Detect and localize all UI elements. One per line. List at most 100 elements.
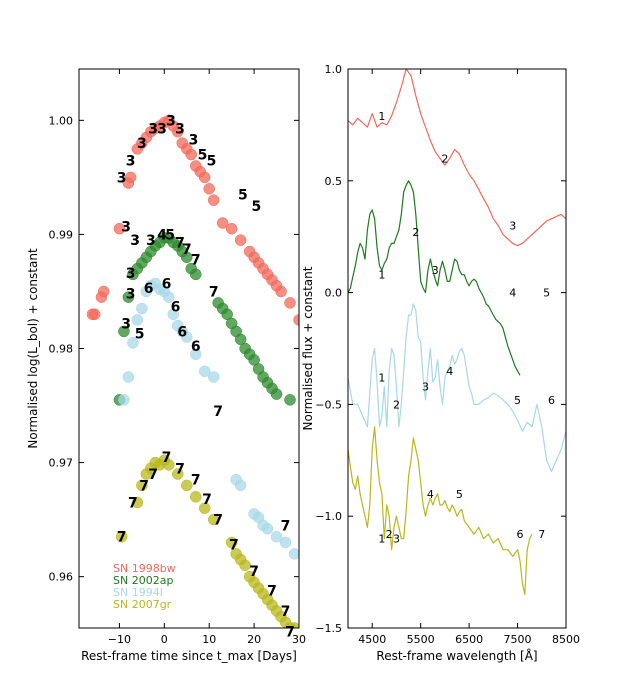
light-curve-ticks: −10 0 10 20 30 0.96 0.97 0.98 0.99 1.00 [49, 69, 306, 646]
phase-label: 7 [182, 242, 192, 258]
phase-label: 6 [191, 339, 201, 355]
line-label: 3 [393, 533, 400, 546]
y-tick-label: 0.5 [325, 175, 343, 188]
phase-label: 3 [121, 219, 131, 235]
line-label: 3 [509, 220, 516, 233]
phase-label: 5 [207, 153, 217, 169]
data-point [288, 548, 299, 560]
data-point [118, 394, 130, 406]
data-point [163, 291, 175, 303]
light-curve-data [86, 114, 299, 628]
series-sn1994i [118, 277, 299, 560]
data-point [293, 314, 299, 326]
data-point [163, 459, 175, 471]
x-tick-label: 4500 [358, 633, 386, 646]
data-point [270, 530, 283, 543]
x-tick-label: 5500 [407, 633, 435, 646]
phase-label: 3 [121, 316, 131, 332]
phase-label: 4 [157, 227, 167, 243]
legend-entry-sn2002ap: SN 2002ap [113, 574, 173, 587]
line-label: 6 [548, 394, 555, 407]
data-point [198, 502, 211, 514]
line-label: 4 [509, 287, 516, 300]
line-label: 5 [514, 394, 521, 407]
phase-label: 3 [148, 121, 158, 137]
line-label: 5 [456, 488, 463, 501]
phase-label: 7 [191, 253, 201, 269]
phase-label: 7 [148, 467, 158, 483]
light-curve-x-label: Rest-frame time since t_max [Days] [81, 649, 297, 663]
x-tick-label: 10 [202, 633, 216, 646]
y-tick-label: −0.5 [315, 398, 342, 411]
legend-entry-sn1994i: SN 1994I [113, 586, 163, 599]
x-tick-label: 0 [161, 633, 168, 646]
data-point [97, 285, 110, 298]
phase-label: 7 [285, 624, 295, 640]
phase-label: 3 [117, 170, 127, 186]
data-point [189, 348, 202, 360]
x-tick-label: 30 [292, 633, 306, 646]
phase-label: 5 [165, 227, 175, 243]
phase-label: 7 [191, 473, 201, 489]
spectrum-sn1998bw [348, 69, 566, 247]
phase-label: 7 [281, 518, 291, 534]
phase-label: 5 [251, 199, 261, 215]
phase-label: 3 [175, 121, 185, 137]
line-label: 5 [543, 287, 550, 300]
series-sn1998bw [86, 114, 299, 326]
phase-label: 7 [267, 583, 277, 599]
phase-label: 5 [238, 187, 248, 203]
x-tick-label: 20 [247, 633, 261, 646]
light-curve-y-label: Normalised log(L_bol) + constant [26, 248, 40, 449]
phase-label: 7 [229, 538, 239, 554]
data-point [234, 333, 247, 346]
line-label: 1 [378, 533, 385, 546]
phase-label: 6 [177, 324, 187, 340]
data-point [136, 302, 148, 315]
y-tick-label: −1.0 [315, 510, 342, 523]
phase-label: 3 [146, 233, 156, 249]
phase-label: 7 [202, 492, 212, 508]
data-point [88, 308, 101, 321]
line-label: 3 [422, 381, 429, 394]
y-tick-label: 0.0 [325, 287, 343, 300]
data-point [181, 331, 193, 343]
data-point [131, 314, 144, 326]
phase-label: 6 [144, 281, 154, 297]
data-point [122, 371, 135, 383]
phase-label: 7 [213, 513, 223, 529]
phase-label: 3 [126, 153, 136, 169]
y-tick-label: 0.98 [49, 343, 74, 356]
x-tick-label: 8500 [552, 633, 580, 646]
data-point [239, 559, 251, 572]
data-point [207, 194, 220, 206]
series-sn2007gr [115, 454, 299, 628]
phase-label: 7 [213, 404, 223, 420]
data-point [118, 325, 130, 338]
y-tick-label: 1.0 [325, 63, 343, 76]
data-point [275, 285, 287, 298]
phase-label: 3 [137, 136, 147, 152]
phase-label: 6 [162, 276, 172, 292]
data-point [279, 536, 292, 549]
phase-label: 6 [171, 299, 181, 315]
x-tick-label: −10 [108, 633, 131, 646]
line-label: 2 [441, 152, 448, 165]
phase-label: 7 [128, 496, 138, 512]
y-tick-label: −1.5 [315, 622, 342, 635]
line-label: 4 [427, 488, 434, 501]
spectra-x-label: Rest-frame wavelength [Å] [376, 648, 537, 663]
data-point [207, 371, 220, 383]
data-point [181, 479, 193, 492]
legend: SN 1998bw SN 2002ap SN 1994I SN 2007gr [113, 562, 176, 611]
line-label: 1 [378, 269, 385, 282]
data-point [216, 217, 229, 229]
line-label: 4 [446, 365, 453, 378]
data-point [167, 308, 180, 321]
data-point [225, 222, 238, 235]
line-label: 7 [538, 528, 545, 541]
